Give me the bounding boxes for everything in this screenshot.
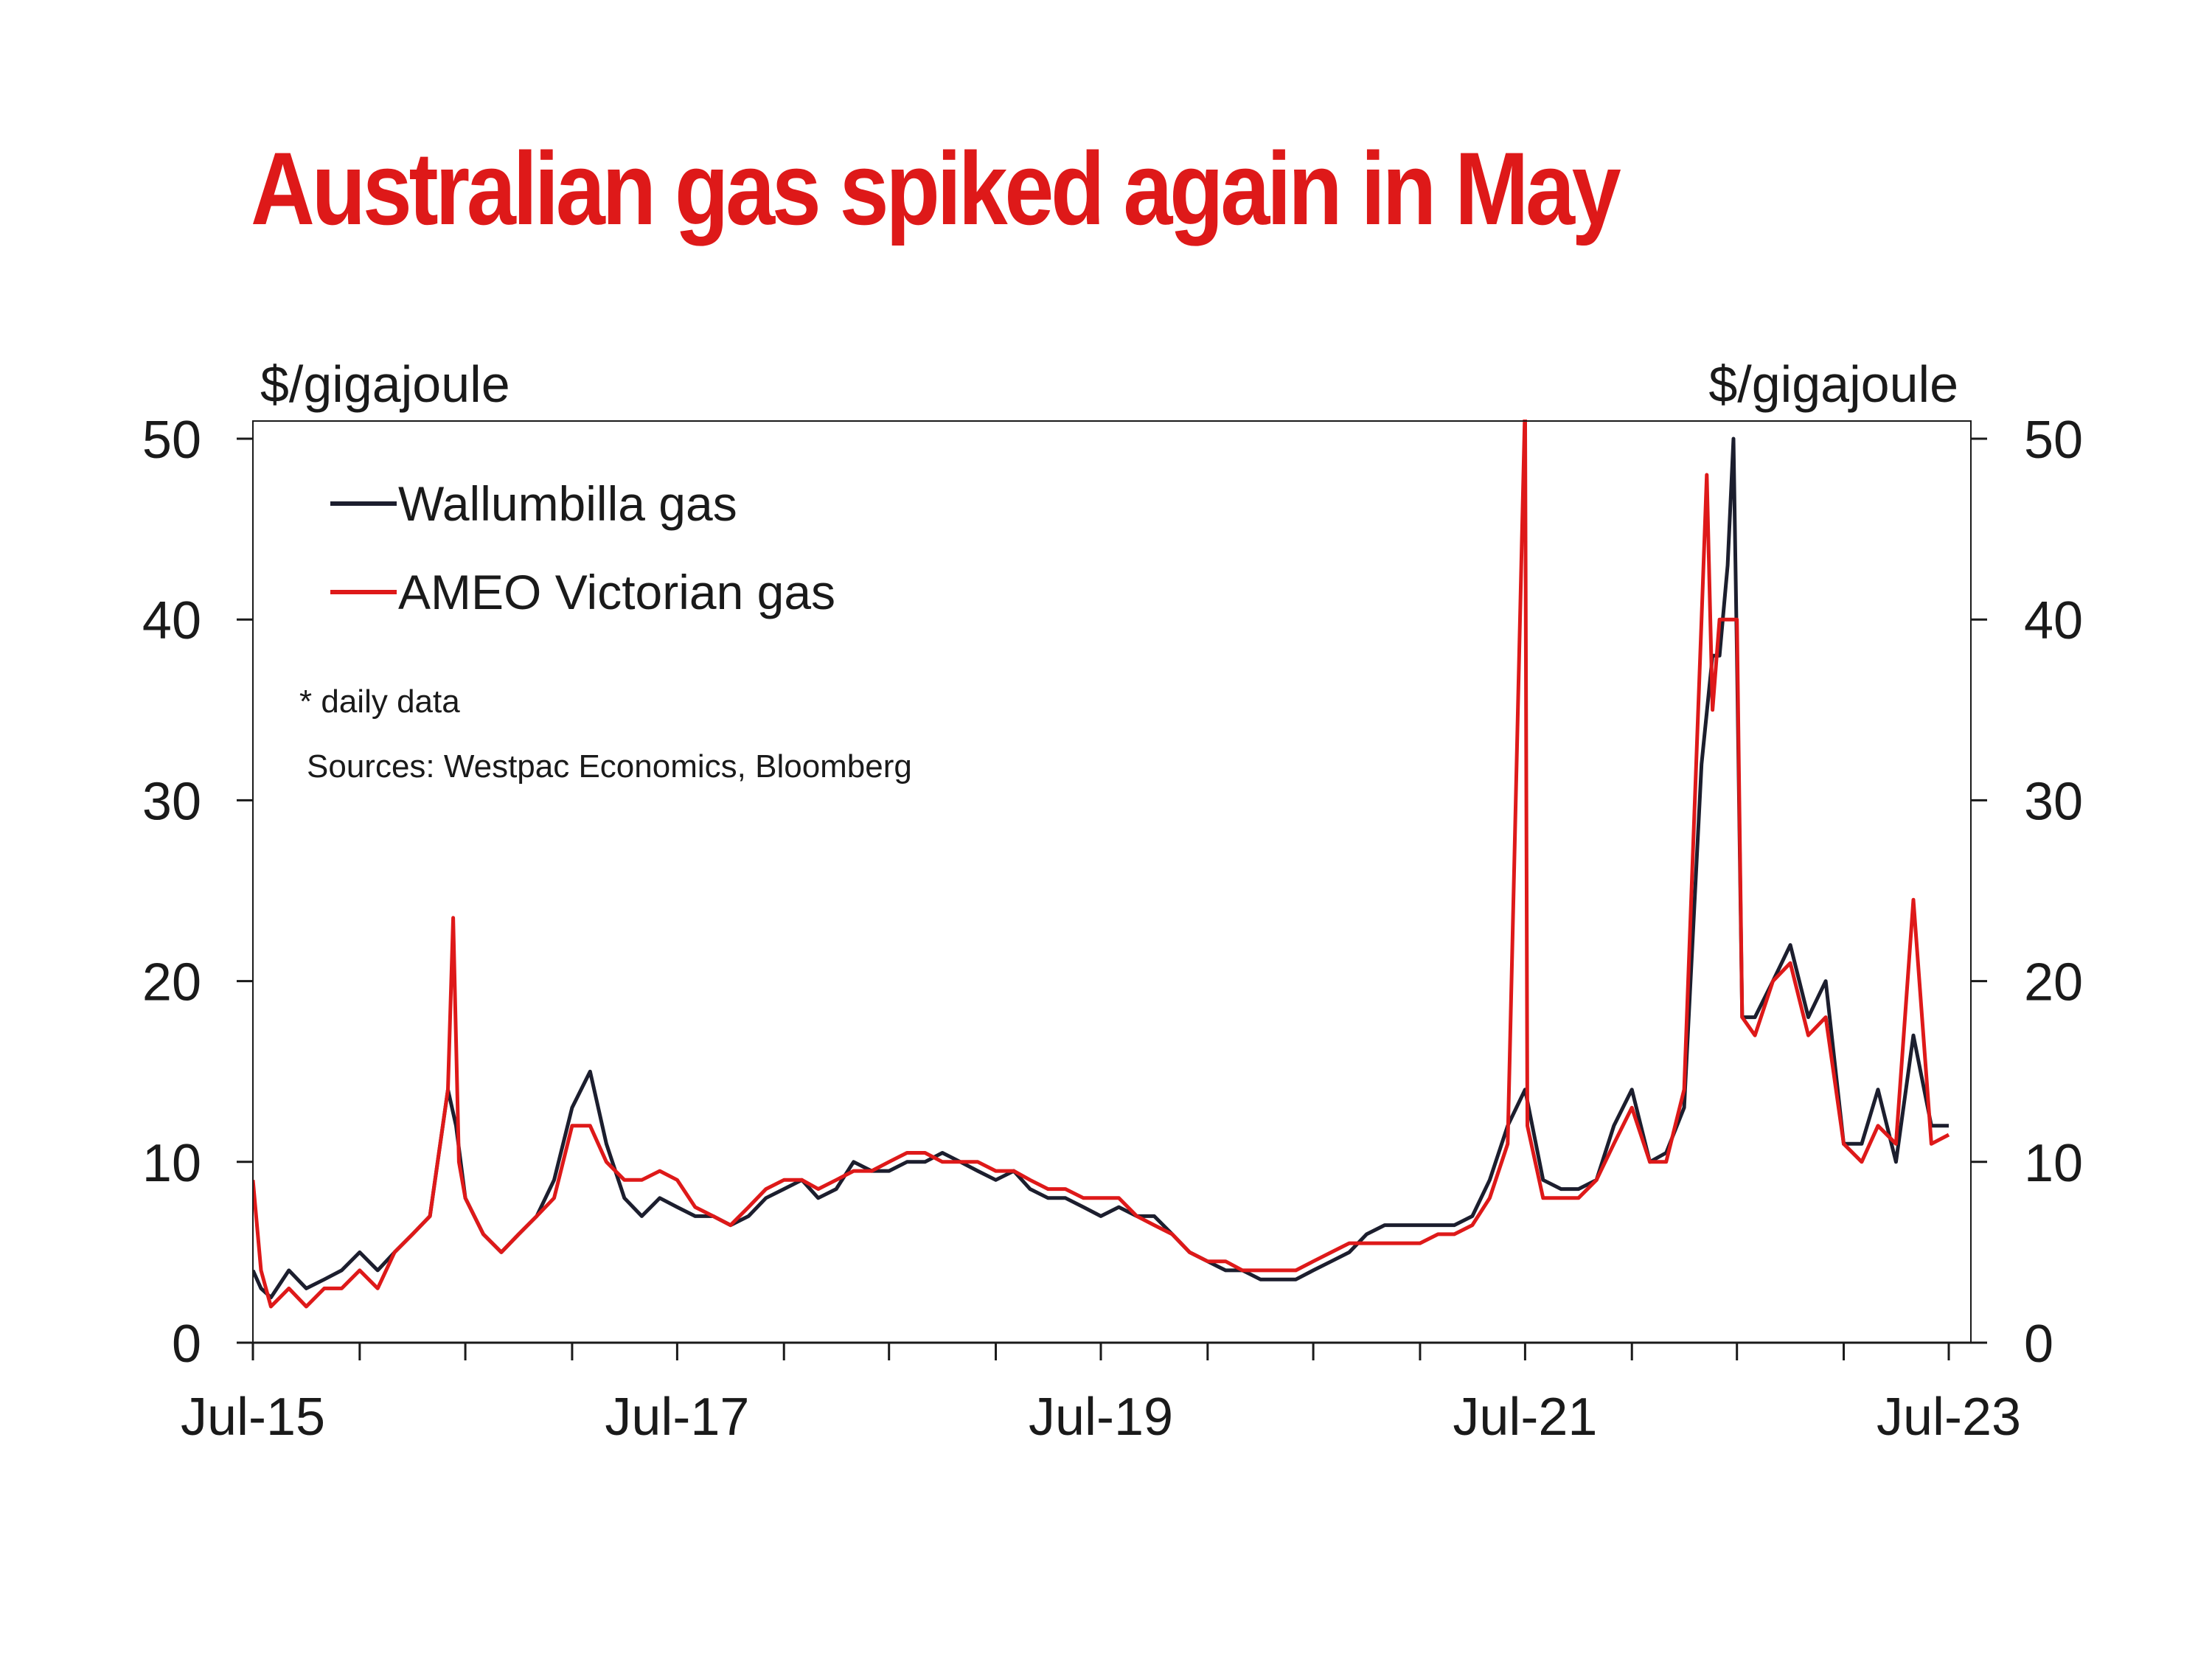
frequency-note: * daily data bbox=[299, 684, 460, 720]
chart-title: Australian gas spiked again in May bbox=[251, 131, 1621, 246]
y-tick-label-right-20: 20 bbox=[2024, 953, 2083, 1012]
y-tick-label-right-30: 30 bbox=[2024, 772, 2083, 831]
y-tick-label-left-40: 40 bbox=[142, 591, 201, 650]
sources-note: Sources: Westpac Economics, Bloomberg bbox=[307, 748, 912, 785]
left-axis-unit-label: $/gigajoule bbox=[260, 355, 510, 413]
series-line-ameo bbox=[253, 420, 1950, 1309]
y-tick-label-right-50: 50 bbox=[2024, 411, 2083, 470]
y-tick-label-right-0: 0 bbox=[2024, 1315, 2053, 1374]
legend-label-wallumbilla: Wallumbilla gas bbox=[398, 476, 737, 531]
y-tick-label-left-10: 10 bbox=[142, 1134, 201, 1193]
legend: Wallumbilla gas AMEO Victorian gas bbox=[330, 476, 835, 619]
y-tick-label-right-40: 40 bbox=[2024, 591, 2083, 650]
series-layer bbox=[253, 420, 1950, 1309]
legend-label-ameo: AMEO Victorian gas bbox=[398, 565, 835, 619]
y-tick-label-right-10: 10 bbox=[2024, 1134, 2083, 1193]
y-tick-label-left-50: 50 bbox=[142, 411, 201, 470]
x-tick-label-jul-15: Jul-15 bbox=[181, 1388, 325, 1447]
right-axis-unit-label: $/gigajoule bbox=[1708, 355, 1958, 413]
plot-frame bbox=[252, 420, 1972, 1343]
axis-layer: 0 0 10 10 20 20 30 30 40 40 50 50 Jul-15 Jul-17 Jul-19… bbox=[142, 411, 2083, 1447]
x-tick-label-jul-23: Jul-23 bbox=[1877, 1388, 2021, 1447]
y-tick-label-left-30: 30 bbox=[142, 772, 201, 831]
x-tick-label-jul-21: Jul-21 bbox=[1453, 1388, 1597, 1447]
x-tick-label-jul-19: Jul-19 bbox=[1029, 1388, 1173, 1447]
y-tick-label-left-0: 0 bbox=[172, 1315, 201, 1374]
y-tick-label-left-20: 20 bbox=[142, 953, 201, 1012]
x-tick-label-jul-17: Jul-17 bbox=[605, 1388, 749, 1447]
